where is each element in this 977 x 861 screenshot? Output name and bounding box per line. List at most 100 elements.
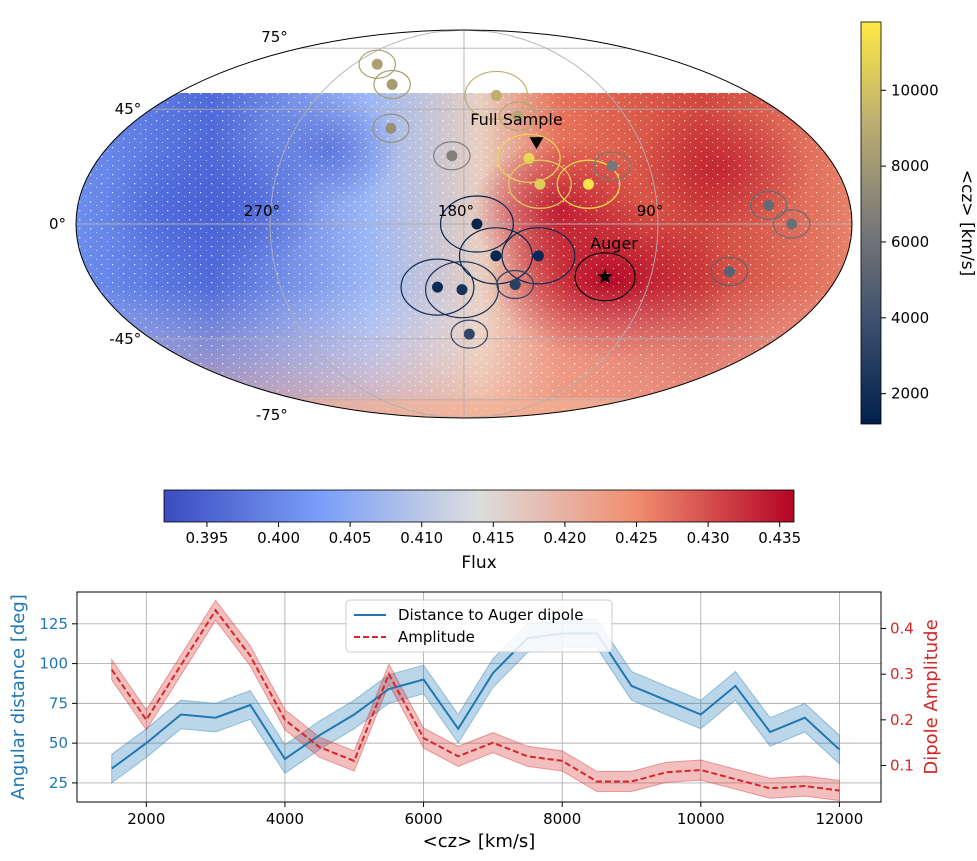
- dipole-contour: [373, 69, 411, 100]
- dipole-layer: [358, 49, 811, 349]
- left-tick-label: 75: [49, 694, 68, 712]
- left-tick-label: 25: [49, 774, 68, 792]
- cz-colorbar-bar: [860, 21, 882, 425]
- cz-colorbar-ticks: 2000 4000 6000 8000 10000: [881, 81, 939, 403]
- flux-heatmap: [76, 30, 852, 418]
- flux-tick-label: 0.400: [257, 529, 300, 547]
- longitude-labels: 270° 180° 90°: [244, 202, 663, 220]
- dipole-point: [490, 89, 502, 101]
- map-outline: [75, 29, 853, 419]
- x-axis-label: <cz> [km/s]: [423, 831, 536, 852]
- full-sample-label: Full Sample: [470, 110, 562, 129]
- sky-map: Full Sample Auger 75° 45° 0° -45° -75° 270° 1…: [49, 28, 853, 424]
- flux-tick-label: 0.415: [472, 529, 515, 547]
- dipole-contour: [497, 133, 561, 183]
- x-tick-label: 6000: [404, 810, 442, 828]
- auger-label: Auger: [590, 234, 638, 253]
- auger-marker: [597, 268, 613, 284]
- dipole-contour: [372, 113, 410, 143]
- cz-tick-label: 6000: [891, 233, 929, 251]
- legend-box: [345, 599, 613, 653]
- dipole-point: [723, 266, 735, 278]
- flux-tick-label: 0.395: [185, 529, 228, 547]
- dipole-contour: [433, 141, 471, 171]
- dipole-point: [509, 279, 521, 291]
- dipole-contour: [501, 227, 576, 285]
- graticule-meridian: [463, 29, 659, 419]
- left-axis-label: Angular distance [deg]: [8, 594, 29, 800]
- dipole-contour: [400, 258, 475, 316]
- cz-tick-label: 10000: [891, 81, 939, 99]
- amplitude-band: [111, 599, 840, 802]
- latitude-label: 45°: [115, 100, 142, 118]
- full-sample-marker: [529, 137, 544, 150]
- right-tick-label: 0.1: [890, 756, 914, 774]
- longitude-label: 270°: [244, 202, 280, 220]
- longitude-label: 90°: [637, 202, 664, 220]
- left-tick-label: 125: [39, 615, 68, 633]
- right-tick-label: 0.3: [890, 665, 914, 683]
- x-tick-label: 8000: [543, 810, 581, 828]
- dipole-point: [446, 150, 458, 162]
- dipole-contour: [593, 151, 631, 181]
- dipole-contour: [450, 319, 489, 349]
- flux-tick-label: 0.410: [400, 529, 443, 547]
- latitude-label: -45°: [109, 330, 141, 348]
- dipole-contour: [772, 209, 811, 239]
- dipole-contour: [464, 70, 529, 121]
- cz-colorbar: 2000 4000 6000 8000 10000 <cz> [km/s]: [860, 21, 977, 425]
- dipole-point: [385, 122, 397, 134]
- right-tick-label: 0.2: [890, 711, 914, 729]
- amplitude-line: [110, 608, 840, 792]
- chart-lines: [110, 608, 841, 792]
- legend-label-amplitude: Amplitude: [398, 628, 475, 646]
- legend-label-distance: Distance to Auger dipole: [398, 606, 583, 624]
- dipole-point: [490, 250, 502, 262]
- flux-tick-label: 0.430: [687, 529, 730, 547]
- dipole-point: [456, 284, 468, 296]
- dipole-point: [606, 160, 618, 172]
- latitude-label: -75°: [256, 406, 288, 424]
- line-chart: 2000 4000 6000 8000 10000 12000 255075100125 …: [8, 591, 942, 852]
- dipole-point: [534, 178, 546, 190]
- dipole-contour: [439, 195, 514, 253]
- dipole-point: [763, 199, 775, 211]
- dipole-contour: [710, 256, 749, 287]
- flux-colorbar-bar: [163, 489, 795, 523]
- dipole-contour: [358, 49, 397, 79]
- dipole-point: [386, 78, 398, 90]
- left-tick-label: 50: [49, 734, 68, 752]
- auger-contour: [574, 252, 636, 302]
- latitude-label: 0°: [49, 215, 66, 233]
- chart-legend: Distance to Auger dipole Amplitude: [345, 599, 613, 653]
- dipole-point: [471, 218, 483, 230]
- plot-frame: [76, 591, 882, 803]
- longitude-label: 180°: [438, 202, 474, 220]
- flux-tick-label: 0.435: [758, 529, 801, 547]
- latitude-label: 75°: [261, 28, 288, 46]
- graticule-meridian: [269, 29, 465, 419]
- flux-colorbar: 0.395 0.400 0.405 0.410 0.415 0.420 0.425 0.430…: [163, 489, 801, 573]
- right-axis-label: Dipole Amplitude: [921, 619, 942, 774]
- dipole-point: [786, 218, 798, 230]
- cz-tick-label: 4000: [891, 309, 929, 327]
- dipole-contour: [498, 101, 537, 131]
- dipole-point: [512, 110, 524, 122]
- flux-tick-label: 0.425: [615, 529, 658, 547]
- graticule: [76, 29, 852, 419]
- dipole-contour: [556, 159, 621, 209]
- x-tick-label: 10000: [677, 810, 725, 828]
- flux-colorbar-label: Flux: [461, 553, 496, 573]
- dipole-point: [432, 281, 444, 293]
- x-tick-label: 12000: [816, 810, 864, 828]
- dipole-contour: [749, 190, 788, 221]
- distance-line: [111, 632, 841, 770]
- cz-tick-label: 8000: [891, 157, 929, 175]
- dipole-point: [582, 178, 594, 190]
- x-tick-label: 2000: [127, 810, 165, 828]
- dipole-contour: [508, 159, 572, 209]
- x-axis-ticks: 2000 4000 6000 8000 10000 12000: [127, 802, 863, 828]
- cz-tick-label: 2000: [891, 385, 929, 403]
- dipole-contour: [496, 269, 534, 300]
